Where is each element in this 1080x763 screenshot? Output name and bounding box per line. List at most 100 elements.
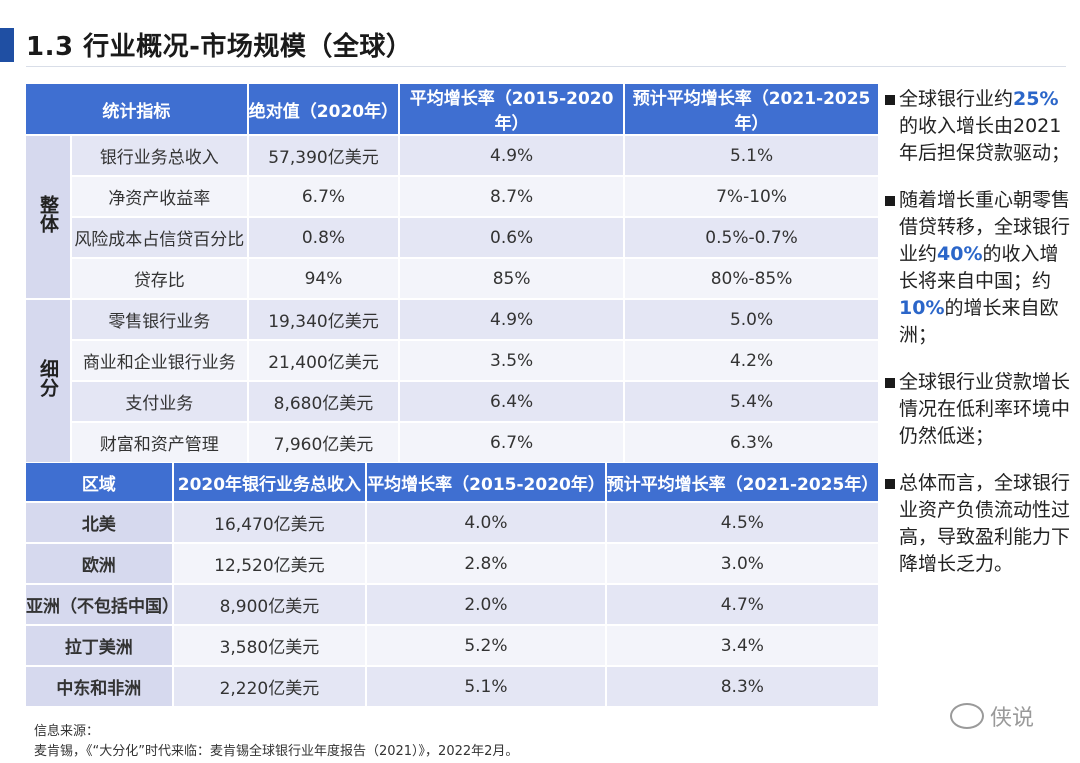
table-cell: 7,960亿美元 <box>248 423 399 462</box>
table-cell: 3.4% <box>606 626 878 665</box>
watermark-text: 侠说 <box>990 706 1035 731</box>
key-point-text: 随着增长重心朝零售借贷转移，全球银行业约 <box>899 189 1071 265</box>
group-label-text: 整体 <box>36 194 59 233</box>
bullet-square-icon <box>885 479 895 489</box>
table-row: 风险成本占信贷百分比 0.8% 0.6% 0.5%-0.7% <box>26 218 878 257</box>
table-cell: 19,340亿美元 <box>248 300 399 339</box>
table-cell: 0.8% <box>248 218 399 257</box>
table-cell: 风险成本占信贷百分比 <box>71 218 247 257</box>
table-cell: 2,220亿美元 <box>173 667 366 706</box>
region-table: 区域 2020年银行业务总收入 平均增长率（2015-2020年） 预计平均增长… <box>24 461 880 708</box>
table-cell: 6.4% <box>400 382 624 421</box>
table-cell: 16,470亿美元 <box>173 503 366 542</box>
key-point-text: 总体而言，全球银行业资产负债流动性过高，导致盈利能力下降增长乏力。 <box>899 472 1071 575</box>
table-cell: 0.6% <box>400 218 624 257</box>
group-label-overall: 整体 <box>26 136 70 298</box>
table-cell: 贷存比 <box>71 259 247 298</box>
table-row: 拉丁美洲 3,580亿美元 5.2% 3.4% <box>26 626 878 665</box>
table-row: 整体 银行业务总收入 57,390亿美元 4.9% 5.1% <box>26 136 878 298</box>
table-cell: 4.0% <box>367 503 605 542</box>
overview-table: 统计指标 绝对值（2020年） 平均增长率（2015-2020年） 预计平均增长… <box>24 82 880 464</box>
table-row: 净资产收益率 6.7% 8.7% 7%-10% <box>26 177 878 216</box>
key-point-1: 全球银行业约25% 的收入增长由2021年后担保贷款驱动； <box>885 86 1075 167</box>
bullet-square-icon <box>885 95 895 105</box>
source-citation: 麦肯锡，《“大分化”时代来临：麦肯锡全球银行业年度报告（2021）》，2022年… <box>34 744 519 759</box>
table-cell: 8,680亿美元 <box>248 382 399 421</box>
table-cell: 8,900亿美元 <box>173 585 366 624</box>
table-cell: 21,400亿美元 <box>248 341 399 380</box>
table-cell: 商业和企业银行业务 <box>71 341 247 380</box>
key-point-3: 全球银行业贷款增长情况在低利率环境中仍然低迷； <box>885 369 1075 450</box>
table-cell: 净资产收益率 <box>71 177 247 216</box>
table-cell: 6.7% <box>400 423 624 462</box>
table-cell: 2.0% <box>367 585 605 624</box>
region-name: 北美 <box>26 503 172 542</box>
key-point-text: 全球银行业约 <box>899 88 1014 110</box>
table-cell: 支付业务 <box>71 382 247 421</box>
table-cell: 4.7% <box>606 585 878 624</box>
region-header-cell: 平均增长率（2015-2020年） <box>367 463 605 501</box>
overview-header-cell: 绝对值（2020年） <box>248 84 399 134</box>
region-name: 拉丁美洲 <box>26 626 172 665</box>
key-point-2: 随着增长重心朝零售借贷转移，全球银行业约40%的收入增长将来自中国；约 10%的增… <box>885 187 1075 349</box>
table-cell: 5.4% <box>625 382 878 421</box>
table-cell: 5.0% <box>625 300 878 339</box>
source-label: 信息来源： <box>34 724 100 739</box>
overview-header-cell: 平均增长率（2015-2020年） <box>400 84 624 134</box>
table-row: 商业和企业银行业务 21,400亿美元 3.5% 4.2% <box>26 341 878 380</box>
table-cell: 2.8% <box>367 544 605 583</box>
wechat-icon <box>950 703 984 729</box>
region-name: 亚洲（不包括中国） <box>26 585 179 624</box>
highlight-value: 40% <box>937 243 983 265</box>
table-cell: 5.1% <box>367 667 605 706</box>
bullet-square-icon <box>885 196 895 206</box>
table-cell: 12,520亿美元 <box>173 544 366 583</box>
table-cell: 8.3% <box>606 667 878 706</box>
table-cell: 财富和资产管理 <box>71 423 247 462</box>
table-cell: 5.1% <box>625 136 878 175</box>
region-header-cell: 预计平均增长率（2021-2025年） <box>606 463 878 501</box>
table-row: 贷存比 94% 85% 80%-85% <box>26 259 878 298</box>
table-cell: 3.5% <box>400 341 624 380</box>
region-name: 中东和非洲 <box>26 667 172 706</box>
table-row: 北美 16,470亿美元 4.0% 4.5% <box>26 503 878 542</box>
table-cell: 80%-85% <box>625 259 878 298</box>
key-points: 全球银行业约25% 的收入增长由2021年后担保贷款驱动； 随着增长重心朝零售借贷… <box>885 86 1075 598</box>
table-cell: 94% <box>248 259 399 298</box>
key-point-text: 的收入增长将来自中国；约 <box>899 243 1059 292</box>
table-cell: 3.0% <box>606 544 878 583</box>
key-point-4: 总体而言，全球银行业资产负债流动性过高，导致盈利能力下降增长乏力。 <box>885 470 1075 578</box>
table-row: 支付业务 8,680亿美元 6.4% 5.4% <box>26 382 878 421</box>
group-label-text: 细分 <box>36 358 59 397</box>
page-title: 1.3 行业概况-市场规模（全球） <box>26 32 413 62</box>
highlight-value: 10% <box>899 297 945 319</box>
title-accent-bar <box>0 28 14 62</box>
table-cell: 8.7% <box>400 177 624 216</box>
key-point-text: 全球银行业贷款增长情况在低利率环境中仍然低迷； <box>899 371 1071 447</box>
table-cell: 4.2% <box>625 341 878 380</box>
key-point-text: 的增长来自欧洲； <box>899 297 1059 346</box>
table-row: 欧洲 12,520亿美元 2.8% 3.0% <box>26 544 878 583</box>
overview-header-cell: 统计指标 <box>26 84 247 134</box>
table-cell: 4.9% <box>400 300 624 339</box>
overview-header-cell: 预计平均增长率（2021-2025年） <box>625 84 878 134</box>
table-cell: 3,580亿美元 <box>173 626 366 665</box>
table-cell: 5.2% <box>367 626 605 665</box>
bullet-square-icon <box>885 378 895 388</box>
key-point-text: 的收入增长由2021年后担保贷款驱动； <box>899 115 1071 164</box>
region-name: 欧洲 <box>26 544 172 583</box>
table-cell: 零售银行业务 <box>71 300 247 339</box>
overview-header-row: 统计指标 绝对值（2020年） 平均增长率（2015-2020年） 预计平均增长… <box>26 84 878 134</box>
region-header-row: 区域 2020年银行业务总收入 平均增长率（2015-2020年） 预计平均增长… <box>26 463 878 501</box>
table-cell: 6.3% <box>625 423 878 462</box>
table-cell: 银行业务总收入 <box>71 136 247 175</box>
table-cell: 85% <box>400 259 624 298</box>
table-row: 亚洲（不包括中国） 8,900亿美元 2.0% 4.7% <box>26 585 878 624</box>
table-row: 细分 零售银行业务 19,340亿美元 4.9% 5.0% <box>26 300 878 462</box>
table-cell: 6.7% <box>248 177 399 216</box>
region-header-cell: 区域 <box>26 463 172 501</box>
table-cell: 4.5% <box>606 503 878 542</box>
table-cell: 0.5%-0.7% <box>625 218 878 257</box>
region-header-cell: 2020年银行业务总收入 <box>173 463 366 501</box>
table-row: 财富和资产管理 7,960亿美元 6.7% 6.3% <box>26 423 878 462</box>
